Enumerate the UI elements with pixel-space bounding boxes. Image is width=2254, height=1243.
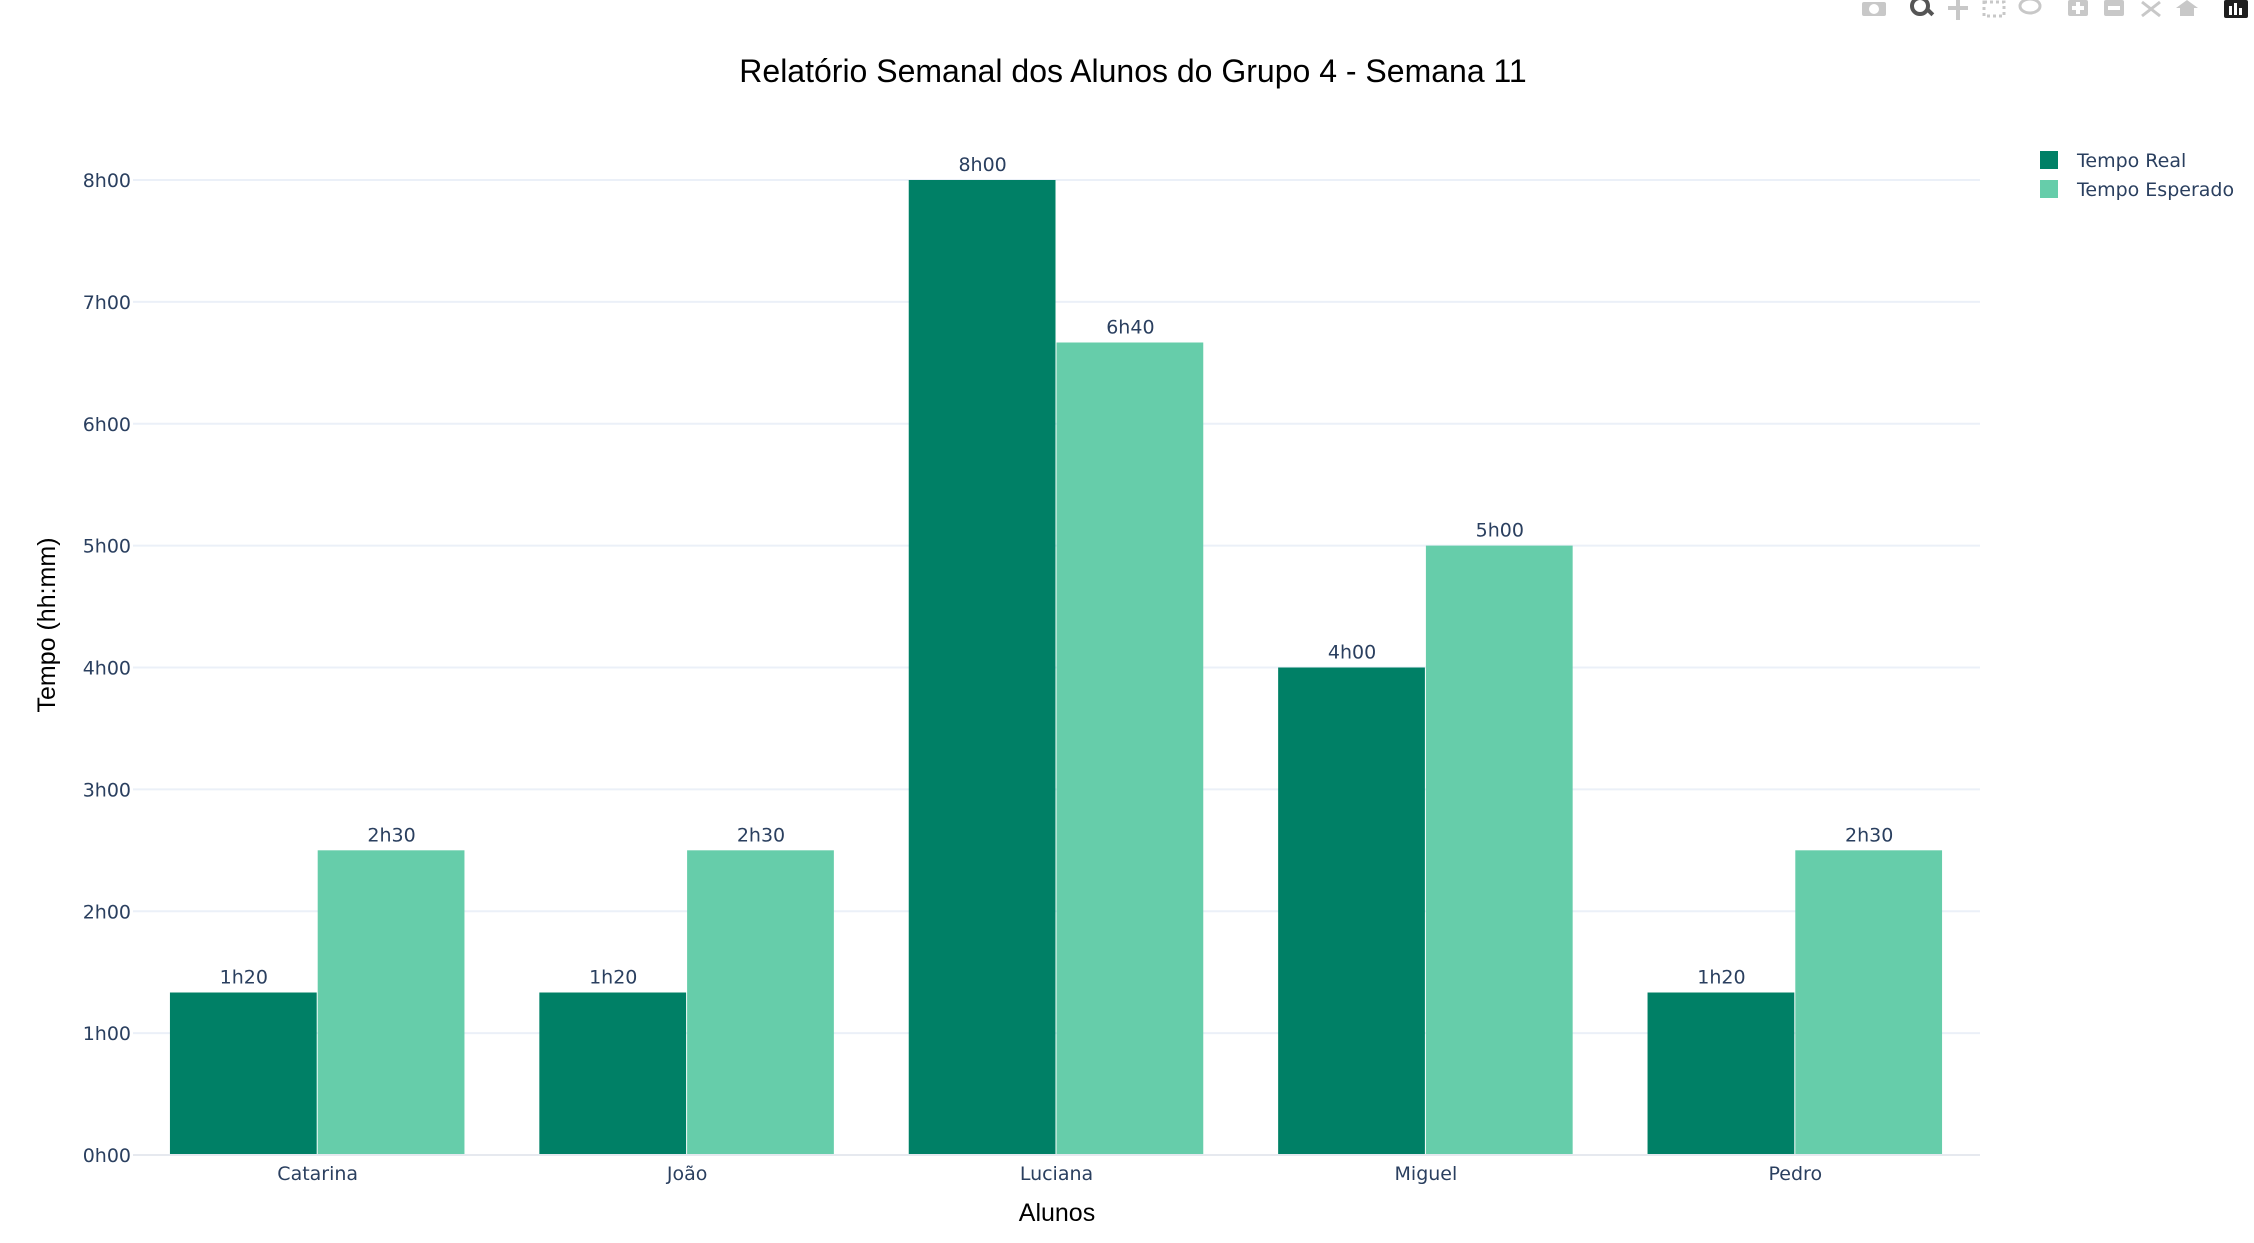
legend-label: Tempo Esperado <box>2076 179 2234 201</box>
legend-item[interactable]: Tempo Real <box>2040 150 2186 172</box>
bar-tempo-real[interactable] <box>1278 667 1425 1156</box>
y-tick-label: 5h00 <box>83 536 131 558</box>
bar-tempo-esperado[interactable] <box>1056 342 1204 1156</box>
x-tick-label: Pedro <box>1769 1163 1823 1185</box>
bars <box>169 180 1943 1156</box>
bar-value-label: 2h30 <box>367 824 415 846</box>
bar-value-label: 2h30 <box>1845 824 1893 846</box>
bar-labels: 1h20 2h30 1h20 2h30 8h00 6h40 4h00 5h00 1h20 2h30 <box>220 154 1894 989</box>
legend-swatch <box>2040 180 2058 198</box>
bar-value-label: 5h00 <box>1476 520 1524 542</box>
bar-value-label: 1h20 <box>220 967 268 989</box>
plotly-logo-icon[interactable] <box>2224 0 2248 18</box>
bar-value-label: 6h40 <box>1106 317 1154 339</box>
lasso-icon[interactable] <box>2018 0 2042 15</box>
bar-tempo-esperado[interactable] <box>1795 850 1943 1155</box>
legend-swatch <box>2040 151 2058 169</box>
bar-value-label: 2h30 <box>737 824 785 846</box>
modebar <box>1862 0 2248 20</box>
x-tick-label: Catarina <box>277 1163 358 1185</box>
bar-tempo-real[interactable] <box>908 180 1056 1155</box>
camera-icon[interactable] <box>1862 2 1886 16</box>
bar-value-label: 1h20 <box>589 967 637 989</box>
pan-icon[interactable] <box>1948 0 1968 20</box>
chart-title: Relatório Semanal dos Alunos do Grupo 4 … <box>739 53 1526 89</box>
y-axis-title: Tempo (hh:mm) <box>33 537 61 712</box>
bar-tempo-real[interactable] <box>1647 992 1795 1156</box>
zoom-in-icon[interactable] <box>2068 0 2088 16</box>
zoom-icon[interactable] <box>1910 0 1935 17</box>
zoom-out-icon[interactable] <box>2104 0 2124 16</box>
y-tick-label: 1h00 <box>83 1023 131 1045</box>
y-tick-label: 0h00 <box>83 1145 131 1167</box>
legend-item[interactable]: Tempo Esperado <box>2040 179 2234 201</box>
box-select-icon[interactable] <box>1982 0 2006 18</box>
y-tick-label: 7h00 <box>83 292 131 314</box>
bar-value-label: 4h00 <box>1328 642 1376 664</box>
legend-label: Tempo Real <box>2076 150 2186 172</box>
x-axis-ticks: Catarina João Luciana Miguel Pedro <box>277 1163 1822 1185</box>
home-icon[interactable] <box>2176 0 2198 16</box>
bar-tempo-esperado[interactable] <box>317 850 465 1155</box>
y-tick-label: 8h00 <box>83 170 131 192</box>
bar-tempo-esperado[interactable] <box>1425 545 1573 1155</box>
bar-tempo-esperado[interactable] <box>687 850 834 1155</box>
legend: Tempo Real Tempo Esperado <box>2040 150 2234 201</box>
y-tick-label: 6h00 <box>83 414 131 436</box>
y-tick-label: 3h00 <box>83 779 131 801</box>
bar-tempo-real[interactable] <box>539 992 687 1156</box>
y-axis-ticks: 0h00 1h00 2h00 3h00 4h00 5h00 6h00 7h00 8h00 <box>83 170 131 1167</box>
y-tick-label: 4h00 <box>83 658 131 680</box>
bar-value-label: 1h20 <box>1697 967 1745 989</box>
x-tick-label: Luciana <box>1020 1163 1093 1185</box>
x-tick-label: João <box>666 1163 708 1185</box>
x-tick-label: Miguel <box>1395 1163 1458 1185</box>
bar-value-label: 8h00 <box>958 154 1006 176</box>
autoscale-icon[interactable] <box>2141 0 2161 18</box>
bar-tempo-real[interactable] <box>169 992 317 1156</box>
x-axis-title: Alunos <box>1019 1199 1095 1227</box>
y-tick-label: 2h00 <box>83 901 131 923</box>
